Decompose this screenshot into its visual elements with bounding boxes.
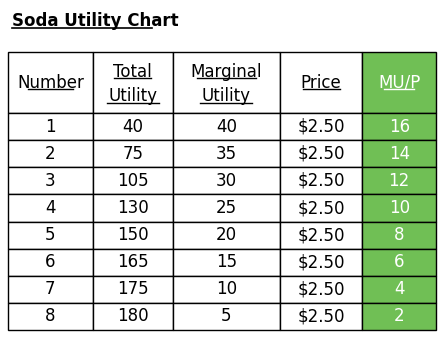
Text: 5: 5 [221, 307, 232, 326]
Bar [173, 249, 280, 276]
Bar [93, 140, 173, 167]
Bar [8, 52, 93, 113]
Bar [362, 194, 436, 222]
Bar [173, 222, 280, 249]
Text: Marginal: Marginal [191, 63, 262, 81]
Text: 35: 35 [216, 145, 237, 163]
Text: 150: 150 [117, 226, 149, 244]
Text: $2.50: $2.50 [297, 253, 345, 271]
Bar [8, 303, 93, 330]
Bar [362, 140, 436, 167]
Text: 75: 75 [123, 145, 143, 163]
Text: Utility: Utility [108, 87, 157, 105]
Bar [280, 303, 362, 330]
Text: $2.50: $2.50 [297, 307, 345, 326]
Bar [362, 303, 436, 330]
Bar [93, 113, 173, 140]
Text: $2.50: $2.50 [297, 118, 345, 136]
Bar [93, 276, 173, 303]
Text: 2: 2 [394, 307, 404, 326]
Bar [173, 52, 280, 113]
Text: 40: 40 [216, 118, 237, 136]
Text: 5: 5 [45, 226, 56, 244]
Bar [8, 194, 93, 222]
Bar [362, 52, 436, 113]
Bar [93, 194, 173, 222]
Text: 175: 175 [117, 280, 149, 298]
Text: 8: 8 [45, 307, 56, 326]
Text: 180: 180 [117, 307, 149, 326]
Bar [280, 249, 362, 276]
Bar [173, 167, 280, 194]
Text: 25: 25 [216, 199, 237, 217]
Text: 30: 30 [216, 172, 237, 190]
Text: 20: 20 [216, 226, 237, 244]
Bar [8, 167, 93, 194]
Text: 1: 1 [45, 118, 56, 136]
Bar [173, 194, 280, 222]
Text: Soda Utility Chart: Soda Utility Chart [12, 12, 178, 30]
Bar [280, 113, 362, 140]
Text: 40: 40 [123, 118, 143, 136]
Text: 4: 4 [394, 280, 404, 298]
Text: 105: 105 [117, 172, 149, 190]
Text: Total: Total [114, 63, 152, 81]
Text: 165: 165 [117, 253, 149, 271]
Text: $2.50: $2.50 [297, 226, 345, 244]
Bar [8, 222, 93, 249]
Text: Number: Number [17, 73, 84, 92]
Bar [362, 222, 436, 249]
Text: $2.50: $2.50 [297, 199, 345, 217]
Text: 8: 8 [394, 226, 404, 244]
Bar [280, 276, 362, 303]
Text: 16: 16 [388, 118, 410, 136]
Bar [8, 276, 93, 303]
Text: $2.50: $2.50 [297, 172, 345, 190]
Bar [362, 249, 436, 276]
Bar [93, 249, 173, 276]
Bar [93, 167, 173, 194]
Text: 3: 3 [45, 172, 56, 190]
Bar [280, 194, 362, 222]
Bar [280, 140, 362, 167]
Text: 6: 6 [394, 253, 404, 271]
Bar [8, 113, 93, 140]
Bar [173, 113, 280, 140]
Bar [362, 276, 436, 303]
Bar [280, 52, 362, 113]
Text: MU/P: MU/P [378, 73, 420, 92]
Text: Price: Price [301, 73, 341, 92]
Bar [173, 303, 280, 330]
Text: 130: 130 [117, 199, 149, 217]
Text: 12: 12 [388, 172, 410, 190]
Bar [173, 140, 280, 167]
Text: 15: 15 [216, 253, 237, 271]
Text: $2.50: $2.50 [297, 280, 345, 298]
Bar [93, 222, 173, 249]
Bar [93, 52, 173, 113]
Text: 6: 6 [45, 253, 56, 271]
Text: Utility: Utility [202, 87, 251, 105]
Bar [362, 113, 436, 140]
Text: $2.50: $2.50 [297, 145, 345, 163]
Bar [93, 303, 173, 330]
Bar [362, 167, 436, 194]
Text: 4: 4 [45, 199, 56, 217]
Bar [280, 222, 362, 249]
Bar [280, 167, 362, 194]
Text: 7: 7 [45, 280, 56, 298]
Bar [8, 249, 93, 276]
Text: 10: 10 [216, 280, 237, 298]
Text: 10: 10 [388, 199, 410, 217]
Text: 14: 14 [388, 145, 410, 163]
Bar [8, 140, 93, 167]
Text: 2: 2 [45, 145, 56, 163]
Bar [173, 276, 280, 303]
